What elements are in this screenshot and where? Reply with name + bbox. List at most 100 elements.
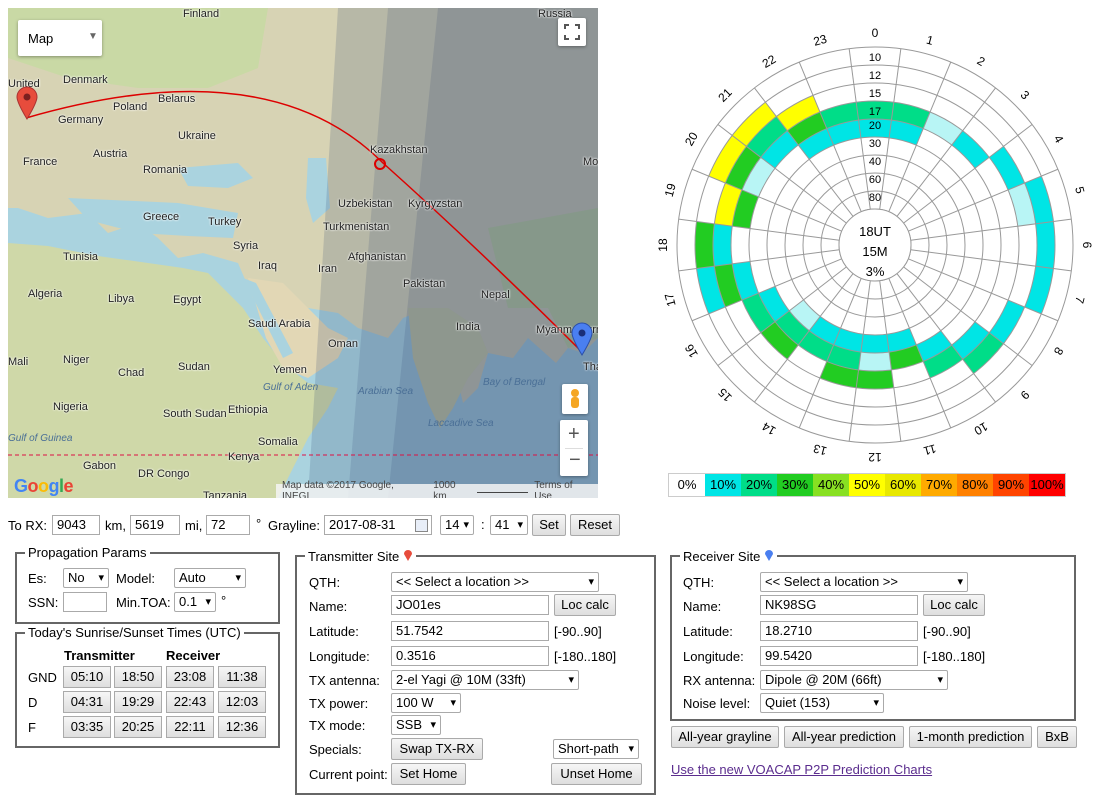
ssn-field[interactable] [63, 592, 107, 612]
polar-spoke [910, 218, 1072, 241]
sunrise-time: 20:25 [114, 716, 162, 738]
minute-select[interactable]: 41 [490, 515, 528, 535]
tx-mode-select[interactable]: SSB [391, 715, 441, 735]
swap-tx-rx-button[interactable]: Swap TX-RX [391, 738, 483, 760]
path-midpoint [374, 158, 386, 170]
map-label: Belarus [158, 93, 196, 105]
mintoa-select[interactable]: 0.1 [174, 592, 216, 612]
sunrise-time: 22:11 [166, 716, 214, 738]
tx-loc-calc-button[interactable]: Loc calc [554, 594, 616, 616]
polar-spoke [879, 48, 902, 210]
rx-loc-calc-button[interactable]: Loc calc [923, 594, 985, 616]
rx-lat-field[interactable]: 18.2710 [760, 621, 918, 641]
all-year-grayline-button[interactable]: All-year grayline [671, 726, 779, 748]
sunrise-rx-header: Receiver [166, 648, 221, 663]
noise-level-select[interactable]: Quiet (153) [760, 693, 884, 713]
hour-select[interactable]: 14 [440, 515, 474, 535]
polar-spoke [908, 168, 1059, 232]
map-label: Russia [538, 8, 572, 20]
sea-med [68, 198, 238, 238]
tx-antenna-select[interactable]: 2-el Yagi @ 10M (33ft) [391, 670, 579, 690]
voacap-p2p-link[interactable]: Use the new VOACAP P2P Prediction Charts [671, 762, 933, 777]
polar-cell [798, 330, 834, 362]
scale-cell: 90% [993, 474, 1029, 496]
zoom-in-button[interactable]: + [568, 423, 580, 445]
map-label: Greece [143, 211, 180, 223]
set-button[interactable]: Set [532, 514, 566, 536]
rx-lon-field[interactable]: 99.5420 [760, 646, 918, 666]
polar-cell [758, 286, 790, 322]
es-select[interactable]: No [63, 568, 109, 588]
tx-lat-field[interactable]: 51.7542 [391, 621, 549, 641]
map-label: Turkmenistan [323, 221, 390, 233]
all-year-prediction-button[interactable]: All-year prediction [784, 726, 904, 748]
map-label: Denmark [63, 74, 108, 86]
map-label: Iraq [258, 260, 277, 272]
map-type-select[interactable]: Map ▼ [18, 20, 102, 56]
google-logo: Google [14, 476, 74, 496]
ssn-label: SSN: [28, 595, 59, 610]
map-label: Austria [93, 148, 128, 160]
propagation-map[interactable]: Finland Russia Denmark United Poland Belarus G… [8, 8, 598, 498]
terms-link[interactable]: Terms of Use [534, 480, 573, 498]
zoom-out-button[interactable]: − [569, 449, 581, 471]
tx-qth-select[interactable]: << Select a location >> [391, 572, 599, 592]
map-scale-label: 1000 km [433, 480, 456, 498]
land-eurasia [8, 8, 598, 403]
polar-cell [989, 146, 1025, 190]
map-type-label: Map [28, 31, 54, 46]
polar-hour-label: 18 [656, 238, 670, 252]
set-home-button[interactable]: Set Home [391, 763, 466, 785]
map-canvas[interactable] [8, 8, 598, 498]
km-field[interactable]: 9043 [52, 515, 100, 535]
unset-home-button[interactable]: Unset Home [551, 763, 642, 785]
mi-field[interactable]: 5619 [130, 515, 180, 535]
rx-qth-label: QTH: [683, 575, 715, 590]
rx-name-field[interactable]: NK98SG [760, 595, 918, 615]
map-label: Egypt [173, 294, 202, 306]
fullscreen-button[interactable] [558, 18, 586, 46]
polar-hour-label: 1 [925, 33, 935, 48]
sea-caspian [306, 158, 330, 223]
map-label: Romania [143, 164, 188, 176]
rx-qth-select[interactable]: << Select a location >> [760, 572, 968, 592]
rx-lon-label: Longitude: [683, 649, 744, 664]
sunrise-row-label: GND [28, 670, 57, 685]
land-green-east [488, 208, 598, 348]
bxb-button[interactable]: BxB [1037, 726, 1077, 748]
polar-ring-label: 15 [869, 88, 881, 100]
map-label: Ethiopia [228, 404, 268, 416]
polar-cell [1008, 183, 1036, 227]
sea-red [243, 278, 293, 358]
calendar-icon[interactable] [415, 519, 428, 532]
tx-site-title-text: Transmitter Site [308, 549, 400, 564]
bearing-field[interactable]: 72 [206, 515, 250, 535]
sunrise-time: 12:03 [218, 691, 266, 713]
model-select[interactable]: Auto [174, 568, 246, 588]
rx-marker-icon[interactable] [571, 322, 593, 356]
transmitter-site-box [295, 555, 656, 795]
path-select[interactable]: Short-path [553, 739, 639, 759]
polar-ring-label: 30 [869, 138, 881, 150]
polar-cell [714, 183, 742, 227]
map-label: Syria [233, 240, 259, 252]
grayline-date-field[interactable]: 2017-08-31 [324, 515, 432, 535]
polar-cell [789, 299, 821, 331]
map-footer: Map data ©2017 Google, INEGI 1000 km Ter… [276, 480, 598, 498]
polar-cell [776, 95, 820, 131]
scale-cell: 20% [741, 474, 777, 496]
chevron-down-icon: ▼ [88, 31, 98, 42]
scale-cell: 50% [849, 474, 885, 496]
street-view-button[interactable] [562, 384, 588, 414]
tx-lon-field[interactable]: 0.3516 [391, 646, 549, 666]
tx-power-select[interactable]: 100 W [391, 693, 461, 713]
one-month-prediction-button[interactable]: 1-month prediction [909, 726, 1032, 748]
sunrise-tx-header: Transmitter [64, 648, 135, 663]
polar-hour-label: 22 [760, 52, 779, 71]
tx-marker-icon[interactable] [16, 86, 38, 120]
tx-name-field[interactable]: JO01es [391, 595, 549, 615]
reset-button[interactable]: Reset [570, 514, 620, 536]
rx-antenna-select[interactable]: Dipole @ 20M (66ft) [760, 670, 948, 690]
map-label: Libya [108, 293, 135, 305]
tx-lat-label: Latitude: [309, 624, 359, 639]
